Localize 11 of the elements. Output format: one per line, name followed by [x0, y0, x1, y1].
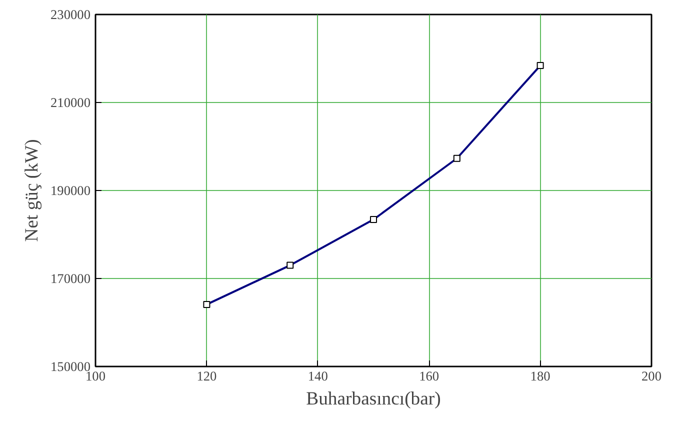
y-tick-label: 170000	[50, 271, 91, 286]
x-tick-label: 120	[196, 368, 218, 384]
y-tick-label: 190000	[50, 183, 91, 198]
x-tick-label: 180	[530, 368, 551, 384]
x-tick-label: 160	[419, 368, 440, 384]
y-tick-label: 230000	[50, 7, 91, 22]
y-axis-title: Net güç (kW)	[22, 139, 43, 242]
x-axis-title: Buharbasıncı(bar)	[306, 388, 441, 410]
x-tick-label: 200	[642, 368, 662, 384]
x-tick-label: 140	[308, 368, 328, 384]
y-tick-label: 210000	[50, 95, 91, 110]
